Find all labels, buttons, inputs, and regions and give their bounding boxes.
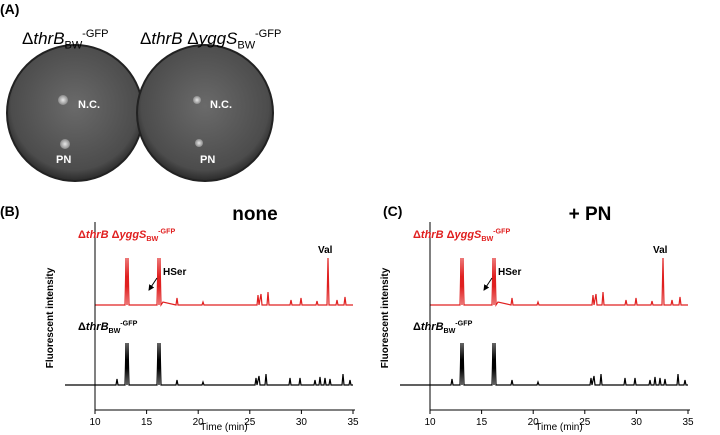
panel-label: (A) bbox=[0, 1, 19, 17]
peak-label: Val bbox=[653, 245, 668, 256]
strain-part: Δ bbox=[78, 321, 86, 333]
panel-title: none bbox=[232, 204, 277, 225]
panel-label: (B) bbox=[0, 203, 19, 219]
spot-label: PN bbox=[200, 154, 215, 166]
x-tick-label: 15 bbox=[141, 417, 153, 428]
strain-part: Δ bbox=[413, 229, 421, 241]
strain-part: Δ bbox=[109, 229, 120, 241]
superscript: -GFP bbox=[493, 228, 510, 236]
strain-part: yggS bbox=[118, 229, 147, 241]
x-tick-label: 30 bbox=[296, 417, 308, 428]
x-axis-label: Time (min) bbox=[200, 422, 247, 433]
x-tick-label: 10 bbox=[424, 417, 436, 428]
strain-part: thrB bbox=[151, 29, 182, 48]
subscript: BW bbox=[481, 235, 493, 243]
x-tick-label: 35 bbox=[682, 417, 694, 428]
subscript: BW bbox=[146, 235, 158, 243]
subscript: BW bbox=[109, 327, 121, 335]
colony-spot bbox=[60, 139, 70, 149]
y-axis-label: Fluorescent intensity bbox=[380, 267, 391, 368]
trace bbox=[94, 257, 354, 306]
superscript: -GFP bbox=[255, 28, 281, 40]
superscript: -GFP bbox=[455, 320, 472, 328]
strain-part: thrB bbox=[421, 321, 444, 333]
x-tick-label: 20 bbox=[528, 417, 540, 428]
subscript: BW bbox=[237, 39, 255, 51]
strain-label: ΔthrBBW-GFP bbox=[22, 28, 109, 51]
strain-part: yggS bbox=[453, 229, 482, 241]
plate bbox=[136, 44, 274, 182]
panel-title: + PN bbox=[569, 204, 612, 225]
strain-part: Δ bbox=[413, 321, 421, 333]
strain-part: Δ bbox=[183, 29, 199, 48]
colony-spot bbox=[193, 96, 201, 104]
spot-label: N.C. bbox=[210, 99, 232, 111]
y-axis-label: Fluorescent intensity bbox=[45, 267, 56, 368]
superscript: -GFP bbox=[82, 28, 108, 40]
strain-part: thrB bbox=[86, 321, 109, 333]
strain-label: ΔthrB ΔyggSBW-GFP bbox=[78, 228, 175, 243]
x-tick-label: 25 bbox=[244, 417, 256, 428]
superscript: -GFP bbox=[158, 228, 175, 236]
trace bbox=[399, 342, 689, 386]
x-tick-label: 25 bbox=[579, 417, 591, 428]
strain-part: Δ bbox=[78, 229, 86, 241]
subscript: BW bbox=[65, 39, 83, 51]
peak-label: Val bbox=[318, 245, 333, 256]
colony-spot bbox=[195, 139, 203, 147]
peak-label: HSer bbox=[498, 267, 521, 278]
arrow bbox=[148, 277, 158, 291]
strain-part: Δ bbox=[444, 229, 455, 241]
arrow bbox=[483, 277, 493, 291]
x-tick-label: 20 bbox=[193, 417, 205, 428]
peak-label: HSer bbox=[163, 267, 186, 278]
x-tick-label: 15 bbox=[476, 417, 488, 428]
strain-label: ΔthrBBW-GFP bbox=[78, 320, 138, 335]
spot-label: N.C. bbox=[78, 99, 100, 111]
x-tick-label: 30 bbox=[631, 417, 643, 428]
strain-part: Δ bbox=[22, 29, 33, 48]
strain-part: yggS bbox=[198, 29, 238, 48]
panel-label: (C) bbox=[383, 203, 402, 219]
strain-part: thrB bbox=[86, 229, 109, 241]
superscript: -GFP bbox=[120, 320, 137, 328]
trace bbox=[64, 342, 354, 386]
trace bbox=[429, 257, 689, 306]
spot-label: PN bbox=[56, 154, 71, 166]
strain-label: ΔthrB ΔyggSBW-GFP bbox=[413, 228, 510, 243]
strain-label: ΔthrBBW-GFP bbox=[413, 320, 473, 335]
x-tick-label: 10 bbox=[89, 417, 101, 428]
strain-part: thrB bbox=[421, 229, 444, 241]
plate bbox=[6, 44, 144, 182]
x-tick-label: 35 bbox=[347, 417, 359, 428]
subscript: BW bbox=[444, 327, 456, 335]
x-axis-label: Time (min) bbox=[535, 422, 582, 433]
colony-spot bbox=[58, 95, 68, 105]
strain-part: thrB bbox=[33, 29, 64, 48]
strain-label: ΔthrB ΔyggSBW-GFP bbox=[140, 28, 281, 51]
strain-part: Δ bbox=[140, 29, 151, 48]
